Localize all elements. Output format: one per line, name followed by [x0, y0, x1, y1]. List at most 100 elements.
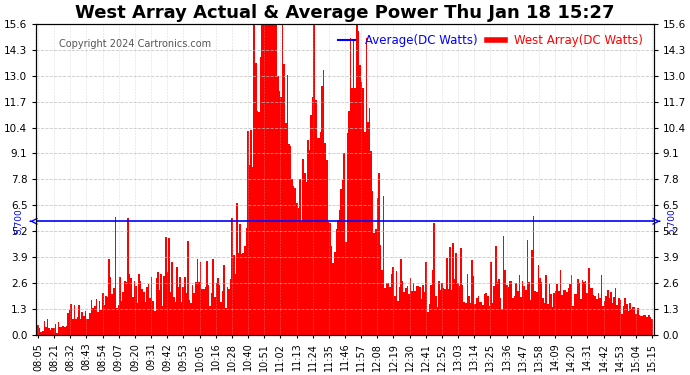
- Bar: [538, 265, 539, 335]
- Bar: [110, 277, 111, 335]
- Bar: [154, 311, 156, 335]
- Bar: [547, 303, 549, 335]
- Bar: [389, 286, 391, 335]
- Bar: [526, 240, 528, 335]
- Bar: [89, 313, 91, 335]
- Bar: [231, 218, 233, 335]
- Bar: [397, 301, 399, 335]
- Bar: [56, 333, 58, 335]
- Bar: [375, 229, 377, 335]
- Bar: [517, 291, 519, 335]
- Bar: [393, 267, 394, 335]
- Title: West Array Actual & Average Power Thu Jan 18 15:27: West Array Actual & Average Power Thu Ja…: [75, 4, 615, 22]
- Bar: [383, 196, 384, 335]
- Bar: [544, 303, 545, 335]
- Bar: [400, 260, 402, 335]
- Bar: [605, 297, 607, 335]
- Bar: [145, 302, 146, 335]
- Bar: [72, 319, 74, 335]
- Bar: [615, 288, 616, 335]
- Bar: [149, 298, 151, 335]
- Bar: [315, 100, 317, 335]
- Bar: [224, 266, 225, 335]
- Bar: [312, 98, 313, 335]
- Bar: [237, 253, 239, 335]
- Bar: [189, 300, 190, 335]
- Bar: [345, 242, 346, 335]
- Bar: [37, 325, 39, 335]
- Bar: [624, 298, 626, 335]
- Bar: [351, 88, 353, 335]
- Bar: [580, 299, 582, 335]
- Bar: [477, 296, 479, 335]
- Bar: [295, 188, 296, 335]
- Bar: [428, 304, 431, 335]
- Bar: [148, 284, 149, 335]
- Bar: [373, 233, 375, 335]
- Bar: [195, 282, 197, 335]
- Bar: [564, 290, 566, 335]
- Bar: [427, 312, 428, 335]
- Bar: [437, 307, 438, 335]
- Bar: [273, 24, 274, 335]
- Bar: [339, 210, 340, 335]
- Bar: [152, 301, 154, 335]
- Bar: [533, 216, 534, 335]
- Bar: [257, 111, 258, 335]
- Bar: [536, 292, 538, 335]
- Bar: [247, 131, 248, 335]
- Bar: [457, 282, 459, 335]
- Bar: [631, 309, 632, 335]
- Bar: [279, 91, 280, 335]
- Bar: [230, 279, 231, 335]
- Bar: [69, 310, 70, 335]
- Text: 5,700: 5,700: [14, 209, 23, 234]
- Bar: [515, 283, 517, 335]
- Bar: [426, 262, 427, 335]
- Bar: [324, 143, 326, 335]
- Bar: [424, 292, 426, 335]
- Bar: [193, 293, 195, 335]
- Bar: [47, 319, 48, 335]
- Bar: [204, 287, 206, 335]
- Bar: [593, 295, 594, 335]
- Bar: [190, 303, 192, 335]
- Bar: [187, 241, 189, 335]
- Bar: [433, 223, 435, 335]
- Bar: [344, 153, 345, 335]
- Bar: [200, 262, 201, 335]
- Bar: [453, 243, 454, 335]
- Bar: [58, 322, 59, 335]
- Bar: [130, 278, 132, 335]
- Bar: [493, 286, 495, 335]
- Bar: [528, 282, 530, 335]
- Bar: [459, 286, 460, 335]
- Bar: [629, 303, 631, 335]
- Bar: [297, 209, 299, 335]
- Bar: [299, 179, 301, 335]
- Bar: [549, 284, 550, 335]
- Bar: [486, 293, 487, 335]
- Bar: [77, 317, 78, 335]
- Bar: [466, 274, 468, 335]
- Bar: [239, 224, 241, 335]
- Bar: [92, 308, 94, 335]
- Bar: [75, 319, 77, 335]
- Bar: [126, 282, 127, 335]
- Bar: [342, 180, 344, 335]
- Bar: [124, 281, 126, 335]
- Bar: [284, 64, 285, 335]
- Bar: [613, 297, 615, 335]
- Bar: [519, 276, 520, 335]
- Bar: [133, 281, 135, 335]
- Bar: [143, 292, 145, 335]
- Bar: [179, 277, 181, 335]
- Bar: [408, 294, 410, 335]
- Bar: [588, 268, 590, 335]
- Bar: [569, 284, 571, 335]
- Bar: [156, 278, 157, 335]
- Bar: [236, 203, 237, 335]
- Bar: [553, 293, 555, 335]
- Bar: [171, 262, 173, 335]
- Bar: [489, 306, 490, 335]
